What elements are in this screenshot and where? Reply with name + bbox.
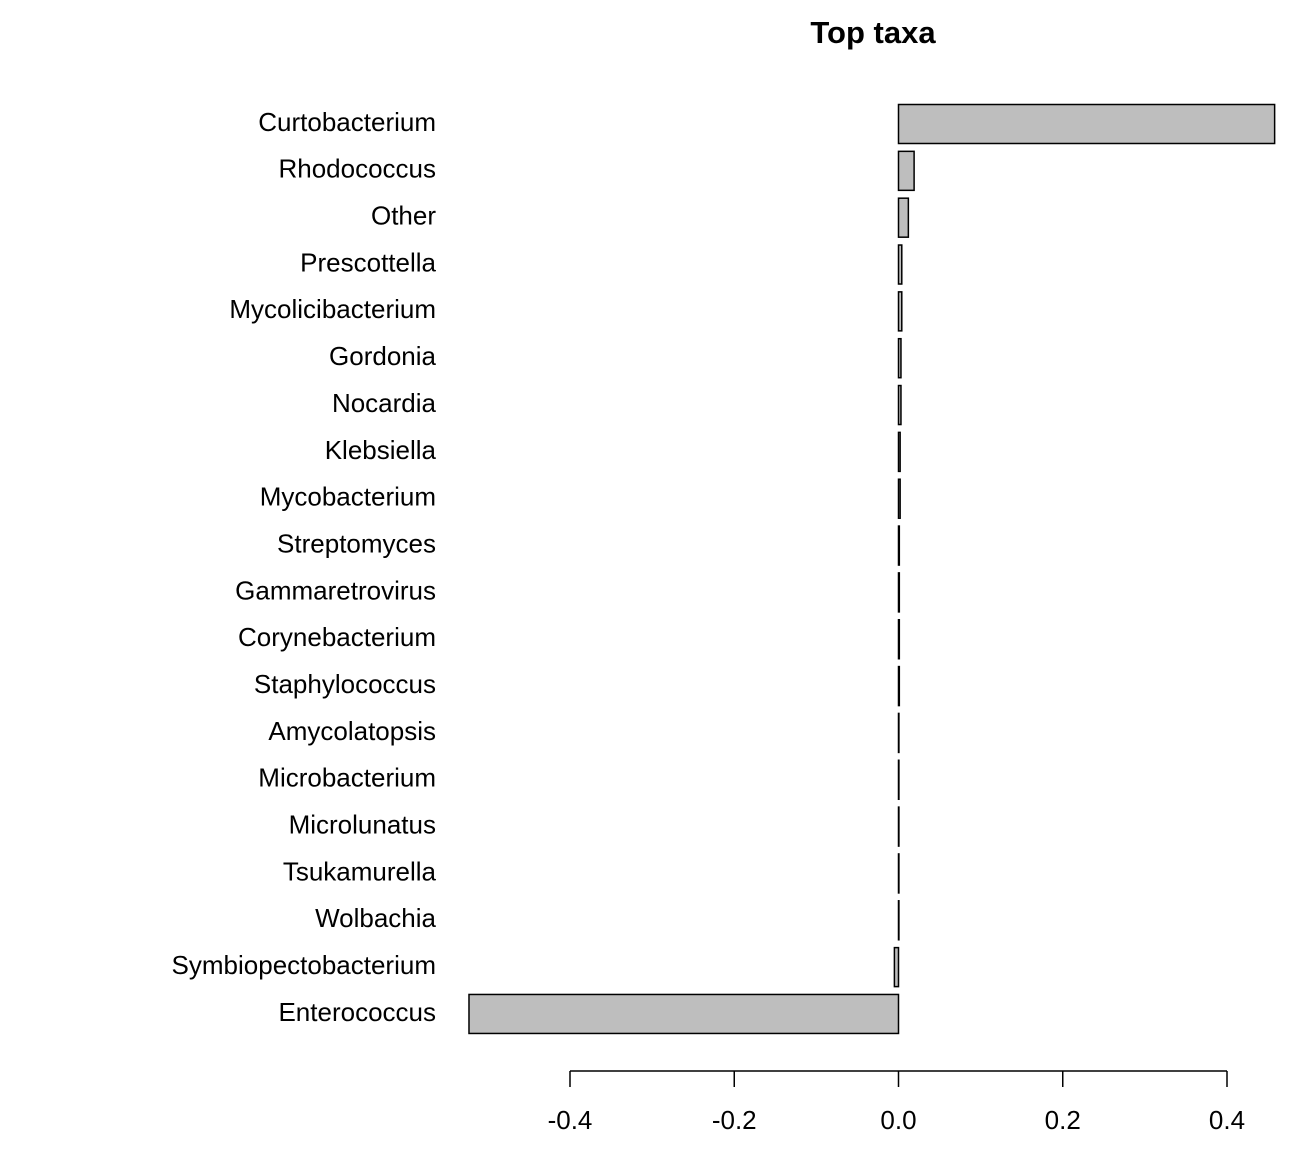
y-tick-label: Gordonia xyxy=(329,341,436,371)
bar xyxy=(897,618,901,660)
y-tick-label: Streptomyces xyxy=(277,528,436,558)
x-tick-label: 0.0 xyxy=(880,1105,916,1135)
y-tick-label: Microbacterium xyxy=(258,763,436,793)
bar xyxy=(893,946,900,988)
y-tick-label: Nocardia xyxy=(332,388,437,418)
y-tick-label: Staphylococcus xyxy=(254,669,436,699)
bar xyxy=(897,525,901,566)
y-tick-label: Amycolatopsis xyxy=(268,716,436,746)
bar xyxy=(897,478,901,519)
bar xyxy=(897,103,1276,145)
y-tick-label: Mycobacterium xyxy=(260,482,436,512)
y-tick-label: Klebsiella xyxy=(325,435,437,465)
x-tick-label: -0.4 xyxy=(548,1105,593,1135)
bar xyxy=(897,431,901,473)
y-tick-label: Enterococcus xyxy=(278,997,436,1027)
bar xyxy=(897,244,903,285)
y-tick-label: Other xyxy=(371,201,436,231)
bar xyxy=(897,291,903,332)
y-tick-label: Tsukamurella xyxy=(283,856,437,886)
bar xyxy=(897,197,910,238)
x-tick-label: -0.2 xyxy=(712,1105,757,1135)
bar xyxy=(897,337,902,379)
y-tick-label: Wolbachia xyxy=(315,903,436,933)
y-tick-label: Rhodococcus xyxy=(278,154,436,184)
bar xyxy=(897,384,902,426)
y-tick-label: Curtobacterium xyxy=(258,107,436,137)
chart-title: Top taxa xyxy=(810,15,936,50)
x-tick-label: 0.4 xyxy=(1209,1105,1245,1135)
bar xyxy=(897,572,901,613)
bar xyxy=(897,150,915,192)
bar xyxy=(468,993,900,1035)
y-tick-label: Corynebacterium xyxy=(238,622,436,652)
y-tick-label: Microlunatus xyxy=(289,809,436,839)
bar xyxy=(897,665,901,707)
y-tick-label: Symbiopectobacterium xyxy=(172,950,436,980)
y-tick-label: Prescottella xyxy=(300,247,436,277)
y-tick-label: Gammaretrovirus xyxy=(235,575,436,605)
x-tick-label: 0.2 xyxy=(1045,1105,1081,1135)
y-tick-label: Mycolicibacterium xyxy=(229,294,436,324)
